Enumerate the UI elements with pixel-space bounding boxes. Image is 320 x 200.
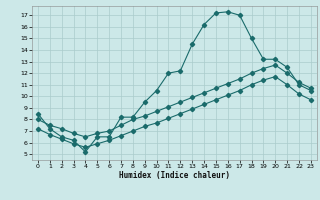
X-axis label: Humidex (Indice chaleur): Humidex (Indice chaleur) [119,171,230,180]
